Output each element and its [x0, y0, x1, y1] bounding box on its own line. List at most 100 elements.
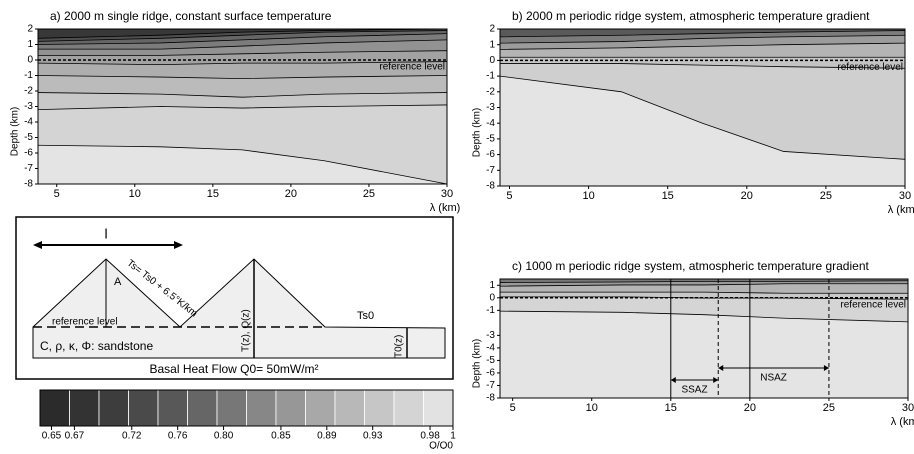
contour-line: [37, 33, 448, 45]
color-swatch: [98, 389, 129, 427]
y-tick-label: -7: [486, 165, 495, 176]
x-tick-label: 10: [586, 402, 598, 414]
color-swatch: [69, 389, 100, 427]
x-tick-label: 30: [899, 190, 911, 202]
x-tick-label: 30: [902, 402, 914, 414]
y-tick-label: -6: [486, 368, 495, 379]
x-tick-label: 5: [510, 402, 516, 414]
contour-line: [37, 92, 448, 98]
tick-label: 0.65: [42, 431, 62, 442]
y-axis-label: Depth (km): [10, 107, 21, 156]
contour-line: [499, 34, 906, 44]
chart-title: b) 2000 m periodic ridge system, atmosph…: [512, 9, 870, 23]
contour-band: [38, 29, 447, 39]
colorbar-frame: [39, 389, 454, 427]
arrow-head: [33, 241, 42, 249]
ts0-label: Ts0: [357, 310, 374, 322]
contour-line: [38, 39, 448, 50]
y-tick-label: -3: [486, 102, 495, 113]
y-tick-label: -1: [24, 70, 33, 81]
color-swatch: [305, 389, 336, 427]
zone-label: NSAZ: [760, 373, 787, 384]
y-tick-label: -1: [486, 305, 495, 316]
color-swatch: [187, 389, 218, 427]
terrain: [32, 258, 446, 359]
contour-band: [500, 29, 905, 37]
profile0-label: T0(z): [394, 335, 405, 358]
chart-title: a) 2000 m single ridge, constant surface…: [50, 9, 332, 23]
y-tick-label: -5: [486, 355, 495, 366]
contour-line: [37, 28, 448, 39]
y-axis-label: Depth (km): [472, 339, 483, 388]
y-tick-label: -4: [486, 343, 495, 354]
tick-label: 1: [450, 431, 456, 442]
plot-frame: [499, 278, 909, 399]
contour-line: [500, 63, 906, 69]
x-tick-label: 10: [129, 188, 141, 200]
y-tick-label: -4: [24, 117, 33, 128]
contour-line: [37, 144, 448, 185]
y-tick-label: -2: [486, 86, 495, 97]
chart-title: c) 1000 m periodic ridge system, atmosph…: [512, 259, 869, 273]
tick-label: 0.67: [65, 431, 85, 442]
contour-line: [499, 75, 906, 160]
y-tick-label: -1: [486, 71, 495, 82]
y-tick-label: -3: [486, 330, 495, 341]
x-tick-label: 15: [207, 188, 219, 200]
y-tick-label: 1: [489, 39, 495, 50]
contour-line: [37, 30, 448, 42]
color-swatch: [364, 389, 395, 427]
color-swatch: [393, 389, 424, 427]
x-tick-label: 20: [741, 190, 753, 202]
tick-label: 0.85: [271, 431, 291, 442]
colorbar-label: Q/Q0: [429, 441, 453, 449]
tick-label: 0.93: [363, 431, 383, 442]
tick-label: 0.72: [122, 431, 142, 442]
y-tick-label: -5: [24, 132, 33, 143]
contour-line: [500, 291, 908, 294]
y-tick-label: -6: [24, 148, 33, 159]
reference-label: reference level: [837, 62, 903, 73]
reference-label: reference level: [840, 299, 906, 310]
tick-label: 0.80: [214, 431, 234, 442]
x-tick-label: 25: [820, 190, 832, 202]
contour-line: [499, 310, 909, 323]
y-tick-label: -6: [486, 149, 495, 160]
contour-line: [499, 30, 906, 38]
y-axis-label: Depth (km): [472, 108, 483, 157]
contour-line: [499, 280, 909, 283]
color-swatch: [334, 389, 365, 427]
x-axis-label: λ (km): [888, 204, 914, 216]
contour-line: [499, 283, 908, 287]
y-tick-label: -8: [486, 393, 495, 404]
y-tick-label: -5: [486, 134, 495, 145]
x-axis-label: λ (km): [430, 202, 461, 214]
x-tick-label: 15: [665, 402, 677, 414]
x-tick-label: 5: [506, 190, 512, 202]
x-tick-label: 5: [54, 188, 60, 200]
contour-line: [37, 75, 448, 80]
contour-line: [499, 42, 906, 50]
x-tick-label: 30: [441, 188, 453, 200]
y-tick-label: -2: [24, 86, 33, 97]
color-swatch: [128, 389, 159, 427]
color-swatch: [423, 389, 454, 427]
color-swatch: [39, 389, 70, 427]
contour-line: [38, 50, 448, 56]
amplitude-label: A: [114, 276, 122, 288]
x-axis-label: λ (km): [891, 416, 914, 428]
x-tick-label: 20: [285, 188, 297, 200]
y-tick-label: -8: [486, 181, 495, 192]
x-tick-label: 20: [744, 402, 756, 414]
y-tick-label: -7: [24, 163, 33, 174]
tick-label: 0.76: [168, 431, 188, 442]
x-tick-label: 10: [582, 190, 594, 202]
y-tick-label: -7: [486, 380, 495, 391]
y-tick-label: 2: [489, 24, 495, 35]
arrow-head: [670, 377, 719, 383]
reference-label: reference level: [379, 62, 445, 73]
tick-label: 0.89: [317, 431, 337, 442]
x-tick-label: 25: [363, 188, 375, 200]
color-swatch: [246, 389, 277, 427]
